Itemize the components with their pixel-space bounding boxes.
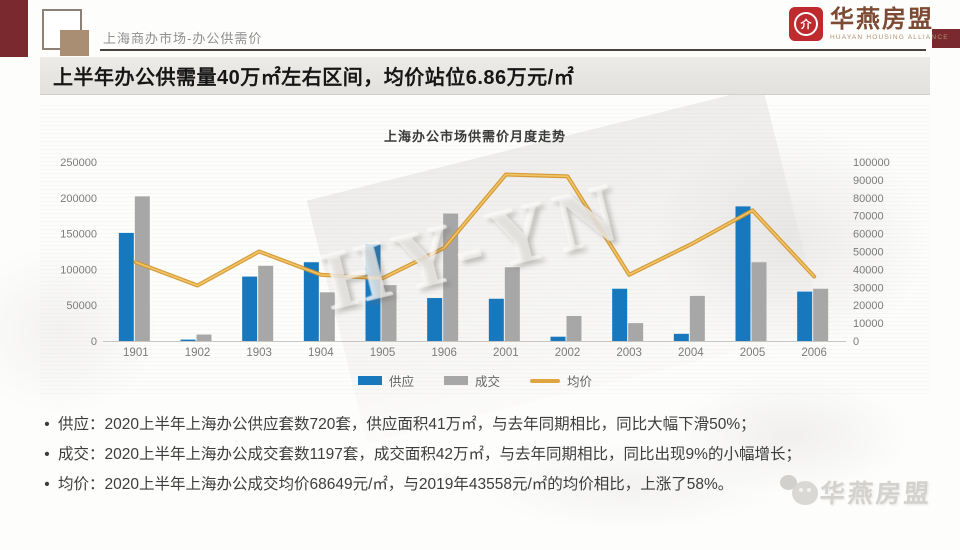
left-axis-labels: 0 50000 100000 150000 200000 250000 (60, 157, 97, 348)
list-item: • 供应：2020上半年上海办公供应套数720套，供应面积41万㎡，与去年同期相… (36, 414, 936, 436)
svg-text:40000: 40000 (853, 264, 884, 276)
legend-item-price: 均价 (530, 371, 592, 390)
header-divider (100, 49, 926, 51)
notes-list: • 供应：2020上半年上海办公供应套数720套，供应面积41万㎡，与去年同期相… (36, 414, 936, 504)
corner-accent-bar (0, 0, 28, 57)
svg-text:1903: 1903 (246, 347, 272, 359)
svg-text:250000: 250000 (60, 157, 97, 169)
svg-text:1904: 1904 (308, 347, 334, 359)
svg-text:1905: 1905 (370, 347, 396, 359)
svg-text:20000: 20000 (853, 300, 884, 312)
price-line (133, 172, 817, 288)
svg-text:60000: 60000 (853, 229, 884, 241)
company-logo: 介 华燕房盟 HUAYAN HOUSING ALLIANCE (789, 7, 949, 41)
svg-text:2002: 2002 (555, 347, 581, 359)
svg-text:1901: 1901 (123, 347, 149, 359)
svg-text:2006: 2006 (801, 347, 827, 359)
logo-text: 华燕房盟 (830, 7, 934, 33)
legend-label: 供应 (388, 375, 414, 389)
breadcrumb: 上海商办市场-办公供需价 (103, 31, 263, 46)
supply-bars (118, 206, 813, 341)
bullet-icon: • (44, 416, 50, 433)
legend-item-deal: 成交 (443, 371, 500, 390)
svg-text:90000: 90000 (853, 175, 884, 187)
list-item: • 成交：2020上半年上海办公成交套数1197套，成交面积42万㎡，与去年同期… (36, 444, 936, 466)
svg-text:100000: 100000 (853, 157, 890, 169)
svg-text:30000: 30000 (853, 282, 884, 294)
supply-swatch (357, 376, 382, 385)
svg-text:2001: 2001 (493, 347, 519, 359)
legend-label: 成交 (474, 375, 500, 389)
chart-title: 上海办公市场供需价月度走势 (383, 129, 566, 144)
chart-legend: 供应 成交 均价 (105, 371, 845, 390)
right-axis-labels: 0 10000 20000 30000 40000 50000 60000 70000 8000… (853, 157, 890, 348)
bullet-icon: • (44, 476, 50, 493)
deal-swatch (443, 376, 468, 385)
svg-text:100000: 100000 (60, 264, 97, 276)
svg-text:1906: 1906 (431, 347, 457, 359)
bullet-icon: • (44, 446, 50, 463)
page-title: 上半年办公供需量40万㎡左右区间，均价站位6.86万元/㎡ (53, 67, 575, 89)
svg-text:50000: 50000 (853, 247, 884, 259)
deco-square-fill (60, 30, 89, 56)
svg-text:0: 0 (853, 336, 859, 348)
svg-text:10000: 10000 (853, 318, 884, 330)
svg-text:2004: 2004 (678, 347, 704, 359)
svg-text:0: 0 (91, 336, 97, 348)
price-swatch (530, 378, 560, 383)
slide-title-bar: 上半年办公供需量40万㎡左右区间，均价站位6.86万元/㎡ (40, 57, 930, 95)
svg-text:80000: 80000 (853, 193, 884, 205)
svg-text:70000: 70000 (853, 211, 884, 223)
logo-caption: HUAYAN HOUSING ALLIANCE (830, 34, 949, 41)
svg-text:200000: 200000 (60, 193, 97, 205)
x-axis-labels: 1901 1902 1903 1904 1905 1906 2001 2002 2003 2004… (123, 347, 827, 359)
header-accent-bar (932, 29, 960, 48)
svg-text:1902: 1902 (185, 347, 211, 359)
legend-item-supply: 供应 (357, 371, 414, 390)
deal-bars (134, 196, 829, 341)
svg-text:150000: 150000 (60, 229, 97, 241)
svg-text:50000: 50000 (66, 300, 97, 312)
svg-text:2003: 2003 (616, 347, 642, 359)
legend-label: 均价 (567, 375, 593, 389)
svg-text:2005: 2005 (740, 347, 766, 359)
logo-icon: 介 (789, 7, 823, 41)
list-item: • 均价：2020上半年上海办公成交均价68649元/㎡，与2019年43558… (36, 474, 936, 496)
